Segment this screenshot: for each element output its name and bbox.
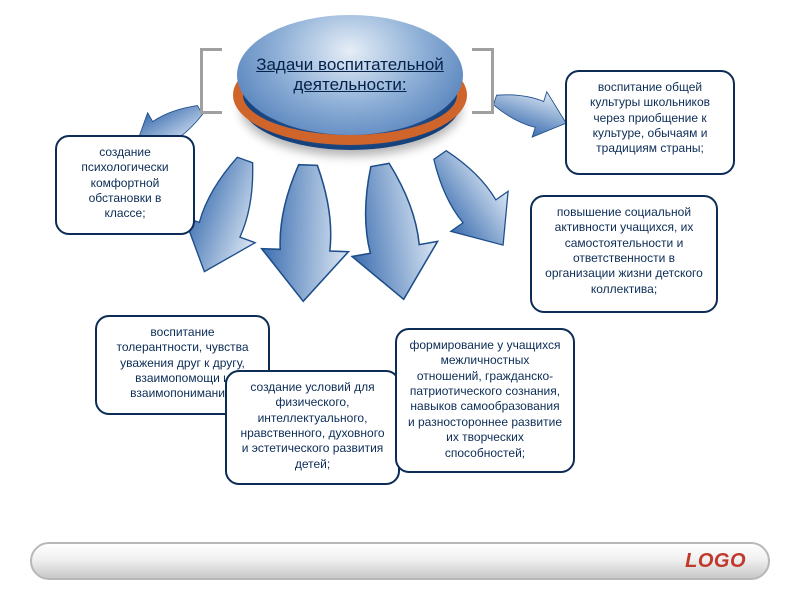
task-box-box3: создание условий для физического, интелл… xyxy=(225,370,400,485)
task-box-box4: формирование у учащихся межличностных от… xyxy=(395,328,575,473)
diagram-canvas: Задачи воспитательной деятельности: созд… xyxy=(0,0,800,600)
task-box-box6: воспитание общей культуры школьников чер… xyxy=(565,70,735,175)
footer-logo: LOGO xyxy=(685,550,746,573)
bracket-right xyxy=(472,48,494,114)
center-oval: Задачи воспитательной деятельности: xyxy=(235,15,465,145)
arrow-a5 xyxy=(411,135,531,265)
arrow-a4 xyxy=(337,157,446,306)
footer-bar: LOGO xyxy=(30,542,770,580)
task-box-box5: повышение социальной активности учащихся… xyxy=(530,195,718,313)
task-box-box1: создание психологически комфортной обста… xyxy=(55,135,195,235)
arrow-a3 xyxy=(260,163,352,302)
arrow-a6 xyxy=(488,77,574,145)
center-title: Задачи воспитательной деятельности: xyxy=(237,15,463,135)
bracket-left xyxy=(200,48,222,114)
